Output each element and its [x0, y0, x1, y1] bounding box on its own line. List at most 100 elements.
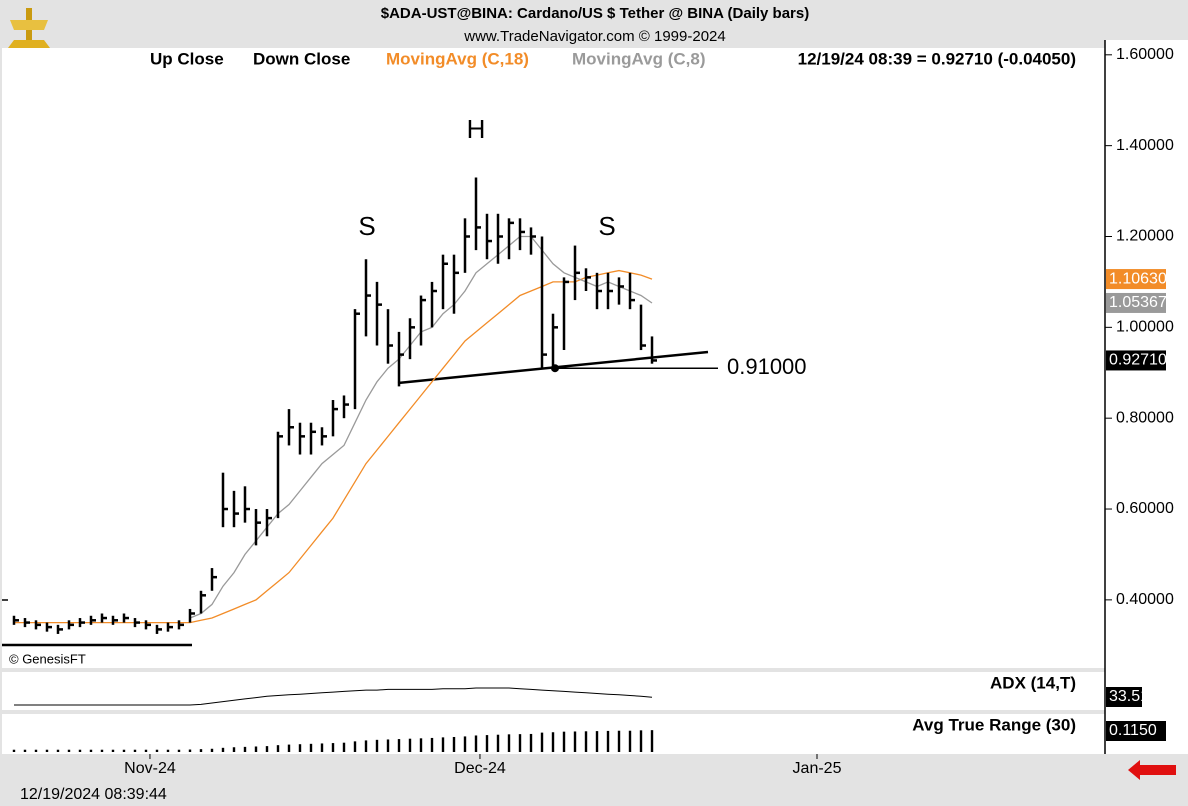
indicator-bar	[232, 747, 236, 752]
indicator-bar	[386, 739, 390, 752]
indicator-bar	[397, 739, 401, 752]
indicator-bar	[342, 742, 346, 752]
indicator-bar	[573, 731, 577, 752]
indicator-line	[14, 687, 653, 706]
level-dot	[551, 364, 559, 373]
last-value-label: 1.10630	[1109, 270, 1167, 287]
indicator-value-box	[1106, 721, 1166, 741]
indicator-bar	[529, 733, 533, 752]
indicator-bar	[463, 736, 467, 752]
indicator-bar	[67, 749, 71, 752]
indicator-bar	[364, 740, 368, 752]
y-tick-label: 1.00000	[1116, 319, 1174, 336]
indicator-bar	[166, 749, 170, 752]
indicator-bar	[221, 747, 225, 752]
last-value-label: 0.92710	[1109, 352, 1167, 369]
moving-average	[14, 269, 653, 624]
legend-entry: Up Close	[150, 49, 224, 68]
indicator-value: 33.51	[1109, 688, 1149, 705]
indicator-bar	[298, 744, 302, 752]
indicator-bar	[287, 744, 291, 752]
indicator-bar	[100, 749, 104, 752]
indicator-bar	[639, 730, 643, 752]
indicator-bar	[111, 749, 115, 752]
indicator-bar	[199, 749, 203, 752]
pattern-label: H	[467, 114, 486, 144]
indicator-bar	[78, 749, 82, 752]
legend-entry: MovingAvg (C,18)	[386, 49, 529, 68]
scroll-arrow[interactable]	[1128, 760, 1176, 780]
indicator-bar	[45, 749, 49, 752]
indicator-label: Avg True Range (30)	[912, 715, 1076, 734]
chart-subtitle: www.TradeNavigator.com © 1999-2024	[463, 28, 725, 45]
indicator-bar	[276, 745, 280, 752]
y-tick-label: 1.20000	[1116, 228, 1174, 245]
indicator-bar	[331, 743, 335, 752]
legend-entry: Down Close	[253, 49, 350, 68]
last-value-label: 1.05367	[1109, 294, 1167, 311]
indicator-value: 0.1150	[1109, 722, 1157, 739]
quote: 12/19/24 08:39 = 0.92710 (-0.04050)	[798, 49, 1076, 68]
indicator-bar	[617, 730, 621, 752]
indicator-bar	[320, 743, 324, 752]
indicator-bar	[518, 734, 522, 752]
y-tick-label: 0.60000	[1116, 500, 1174, 517]
logo	[8, 8, 50, 48]
indicator-bar	[34, 749, 38, 752]
x-tick-label: Jan-25	[793, 760, 842, 777]
indicator-bar	[133, 749, 137, 752]
level-label: 0.91000	[727, 354, 807, 379]
indicator-bar	[12, 749, 16, 752]
indicator-bar	[485, 735, 489, 752]
indicator-bar	[155, 749, 159, 752]
pattern-label: S	[598, 211, 615, 241]
indicator-bar	[254, 746, 258, 752]
indicator-bar	[353, 741, 357, 752]
indicator-bar	[210, 748, 214, 752]
indicator-bar	[474, 735, 478, 752]
indicator-bar	[265, 746, 269, 752]
last-value-box	[1106, 292, 1166, 313]
indicator-bar	[375, 739, 379, 752]
indicator-bar	[309, 743, 313, 752]
indicator-bar	[408, 738, 412, 752]
indicator-bar	[430, 737, 434, 752]
indicator-bar	[584, 731, 588, 752]
indicator-bar	[496, 734, 500, 752]
indicator-bar	[595, 731, 599, 752]
indicator-bar	[551, 732, 555, 752]
axis-panel	[1105, 40, 1188, 754]
indicator-value-box	[1106, 687, 1142, 707]
y-tick-label: 1.60000	[1116, 46, 1174, 63]
indicator-bar	[23, 749, 27, 752]
x-tick-label: Dec-24	[454, 760, 506, 777]
indicator-bar	[562, 731, 566, 752]
pattern-label: S	[358, 211, 375, 241]
copyright: © GenesisFT	[9, 651, 86, 666]
indicator-bar	[144, 749, 148, 752]
chart-title: $ADA-UST@BINA: Cardano/US $ Tether @ BIN…	[381, 5, 809, 22]
indicator-bar	[441, 737, 445, 752]
indicator-bar	[419, 738, 423, 752]
indicator-bar	[650, 730, 654, 752]
last-value-box	[1106, 269, 1166, 290]
indicator-bar	[507, 734, 511, 752]
indicator-bar	[56, 749, 60, 752]
indicator-bar	[188, 749, 192, 752]
indicator-bar	[628, 730, 632, 752]
indicator-bar	[606, 730, 610, 752]
timestamp: 12/19/2024 08:39:44	[20, 786, 167, 803]
indicator-bar	[540, 732, 544, 752]
indicator-label: ADX (14,T)	[990, 673, 1076, 692]
indicator-bar	[452, 736, 456, 752]
x-tick-label: Nov-24	[124, 760, 176, 777]
indicator-bar	[122, 749, 126, 752]
indicator-bar	[177, 749, 181, 752]
indicator-bar	[243, 746, 247, 752]
legend-entry: MovingAvg (C,8)	[572, 49, 705, 68]
y-tick-label: 0.80000	[1116, 409, 1174, 426]
y-tick-label: 0.40000	[1116, 591, 1174, 608]
y-tick-label: 1.40000	[1116, 137, 1174, 154]
